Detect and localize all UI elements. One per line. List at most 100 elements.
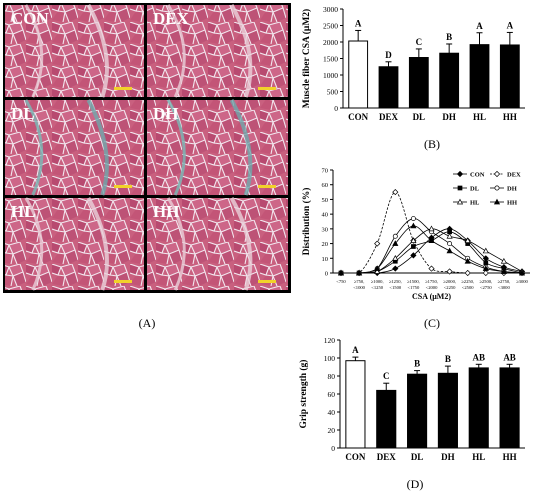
x-tick-label: <1500 (389, 285, 401, 290)
x-tick-label: DL (411, 452, 424, 462)
panel-b-label: (B) (424, 137, 440, 151)
data-point (482, 269, 489, 277)
x-axis-title: CSA (μM2) (412, 292, 451, 301)
y-tick-label: 2000 (323, 38, 338, 47)
data-point (392, 265, 399, 272)
data-point (392, 233, 398, 239)
micrograph-hh: HH (147, 197, 288, 291)
significance-letter: A (507, 20, 514, 30)
micrograph-image (5, 100, 144, 195)
bar-hl (468, 367, 489, 449)
x-tick-label: ≥2750, (497, 279, 510, 285)
data-point (374, 265, 381, 271)
x-tick-label: ≥1000, (371, 279, 384, 285)
connective-tissue (166, 99, 186, 196)
x-tick-label: DH (441, 452, 455, 462)
y-tick-label: 0 (325, 271, 328, 278)
y-tick-label: 1000 (323, 71, 338, 80)
connective-tissue (166, 197, 186, 291)
y-tick-label: 40 (328, 408, 336, 417)
y-tick-label: 1500 (323, 55, 338, 64)
micrograph-label: HH (153, 202, 179, 221)
legend-item-dl: DL (453, 186, 480, 193)
data-point (428, 225, 435, 232)
legend-item-dh: DH (490, 186, 517, 193)
connective-tissue (24, 99, 44, 196)
micrograph-image (147, 198, 288, 290)
y-axis-title: Grip strength (g) (298, 360, 309, 429)
legend-marker (456, 198, 464, 205)
y-tick-label: 120 (324, 336, 336, 345)
micrograph-dex: DEX (147, 4, 288, 98)
data-point (447, 241, 453, 247)
micrograph-grid: CON DEX DL DH HL HH (5, 4, 288, 291)
y-tick-label: 0 (331, 444, 335, 453)
scale-bar (114, 185, 132, 188)
x-tick-label: DH (442, 112, 456, 122)
y-tick-label: 30 (322, 226, 329, 233)
data-point (374, 268, 381, 274)
y-axis-title: Muscle fiber CSA (μM2) (301, 9, 312, 108)
significance-letter: B (445, 354, 451, 364)
bar-hh (499, 367, 520, 449)
y-axis-title: Distribution (%) (301, 188, 312, 256)
data-point (500, 268, 507, 274)
y-tick-label: 10 (322, 256, 329, 263)
legend-marker (493, 170, 501, 178)
data-point (446, 268, 453, 275)
micrograph-label: DEX (153, 9, 190, 28)
y-tick-label: 80 (328, 372, 336, 381)
connective-tissue (229, 4, 253, 98)
data-point (410, 222, 417, 229)
x-tick-label: DL (413, 112, 426, 122)
data-point (500, 257, 507, 264)
y-tick-label: 100 (324, 354, 336, 363)
legend-label: HL (470, 200, 480, 207)
x-tick-label: HH (503, 112, 517, 122)
x-tick-label: <2000 (426, 285, 438, 290)
series-hh (337, 222, 526, 276)
x-tick-label: ≥750, (354, 279, 365, 285)
data-point (392, 240, 399, 246)
x-tick-label: DEX (377, 452, 397, 462)
scale-bar (258, 185, 276, 188)
data-point (482, 265, 489, 271)
connective-tissue (86, 99, 109, 196)
data-point (464, 237, 471, 243)
legend-marker (493, 198, 501, 205)
scale-bar (258, 280, 276, 283)
x-tick-label: <1750 (408, 285, 420, 290)
significance-letter: C (416, 37, 423, 47)
data-point (464, 257, 471, 264)
x-tick-label: ≥1250, (389, 279, 402, 285)
micrograph-dh: DH (147, 99, 288, 196)
x-tick-label: ≥2250, (461, 279, 474, 285)
scale-bar (258, 87, 276, 90)
connective-tissue (86, 4, 109, 98)
legend-item-dex: DEX (490, 170, 521, 179)
x-tick-label: ≥1750, (425, 279, 438, 285)
connective-tissue (24, 197, 44, 291)
x-tick-label: CON (345, 452, 366, 462)
micrograph-image (147, 5, 288, 97)
bar-con (348, 40, 369, 109)
data-point (464, 269, 471, 277)
connective-tissue (24, 4, 44, 98)
legend-marker (457, 185, 463, 191)
data-point (374, 240, 381, 247)
x-tick-label: <2250 (444, 285, 456, 290)
x-tick-label: CON (348, 112, 369, 122)
data-point (410, 252, 417, 259)
legend-item-hh: HH (490, 198, 517, 207)
panel-a-label: (A) (139, 316, 156, 330)
y-tick-label: 20 (328, 426, 336, 435)
micrograph-label: HL (11, 202, 36, 221)
x-tick-label: ≥3000 (516, 279, 528, 284)
legend: CON DEX DL DH HL HH (453, 170, 521, 207)
x-tick-label: <2500 (462, 285, 474, 290)
micrograph-con: CON (5, 4, 144, 98)
y-tick-label: 60 (328, 390, 336, 399)
legend-item-con: CON (453, 170, 485, 179)
panel-b-chart: 0 500 1000 1500 2000 2500 3000 Muscle fiber CSA… (301, 5, 525, 122)
